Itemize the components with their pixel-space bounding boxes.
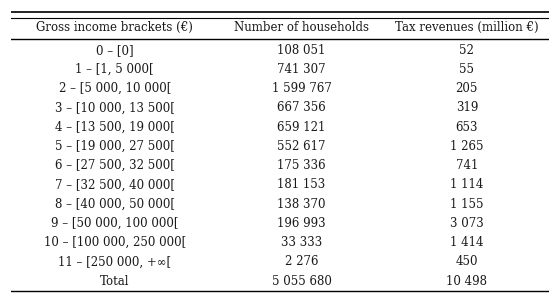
Text: 2 276: 2 276 — [284, 255, 318, 268]
Text: 196 993: 196 993 — [277, 217, 326, 230]
Text: 1 265: 1 265 — [450, 140, 484, 153]
Text: 4 – [13 500, 19 000[: 4 – [13 500, 19 000[ — [55, 121, 175, 134]
Text: 0 – [0]: 0 – [0] — [96, 44, 133, 57]
Text: 11 – [250 000, +∞[: 11 – [250 000, +∞[ — [58, 255, 171, 268]
Text: 175 336: 175 336 — [277, 159, 326, 172]
Text: 10 – [100 000, 250 000[: 10 – [100 000, 250 000[ — [44, 236, 186, 249]
Text: 33 333: 33 333 — [281, 236, 322, 249]
Text: 7 – [32 500, 40 000[: 7 – [32 500, 40 000[ — [55, 178, 175, 191]
Text: 1 114: 1 114 — [450, 178, 483, 191]
Text: 667 356: 667 356 — [277, 102, 326, 115]
Text: 5 – [19 000, 27 500[: 5 – [19 000, 27 500[ — [55, 140, 175, 153]
Text: 138 370: 138 370 — [277, 198, 326, 211]
Text: 319: 319 — [456, 102, 478, 115]
Text: 9 – [50 000, 100 000[: 9 – [50 000, 100 000[ — [51, 217, 179, 230]
Text: 659 121: 659 121 — [277, 121, 326, 134]
Text: 8 – [40 000, 50 000[: 8 – [40 000, 50 000[ — [55, 198, 175, 211]
Text: Tax revenues (million €): Tax revenues (million €) — [395, 21, 539, 34]
Text: 653: 653 — [456, 121, 478, 134]
Text: 10 498: 10 498 — [446, 275, 487, 288]
Text: 108 051: 108 051 — [277, 44, 326, 57]
Text: Total: Total — [100, 275, 129, 288]
Text: 1 – [1, 5 000[: 1 – [1, 5 000[ — [76, 63, 154, 76]
Text: 52: 52 — [459, 44, 474, 57]
Text: 450: 450 — [456, 255, 478, 268]
Text: Gross income brackets (€): Gross income brackets (€) — [36, 21, 193, 34]
Text: 6 – [27 500, 32 500[: 6 – [27 500, 32 500[ — [55, 159, 175, 172]
Text: 55: 55 — [459, 63, 474, 76]
Text: 741 307: 741 307 — [277, 63, 326, 76]
Text: 741: 741 — [456, 159, 478, 172]
Text: 205: 205 — [456, 82, 478, 95]
Text: 1 599 767: 1 599 767 — [272, 82, 332, 95]
Text: 1 414: 1 414 — [450, 236, 484, 249]
Text: Number of households: Number of households — [234, 21, 369, 34]
Text: 1 155: 1 155 — [450, 198, 484, 211]
Text: 5 055 680: 5 055 680 — [272, 275, 332, 288]
Text: 3 – [10 000, 13 500[: 3 – [10 000, 13 500[ — [55, 102, 175, 115]
Text: 3 073: 3 073 — [450, 217, 484, 230]
Text: 552 617: 552 617 — [277, 140, 326, 153]
Text: 2 – [5 000, 10 000[: 2 – [5 000, 10 000[ — [58, 82, 171, 95]
Text: 181 153: 181 153 — [277, 178, 325, 191]
